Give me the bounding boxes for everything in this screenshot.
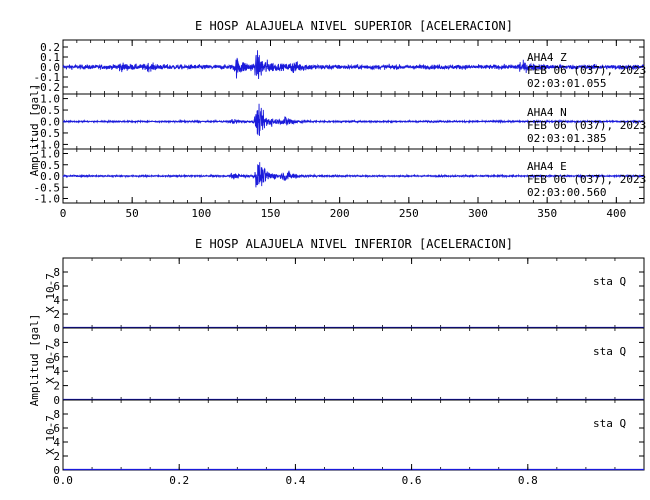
upper-panel-2-y-tick-label-3: -0.5 (34, 181, 61, 194)
lower-panel-0-y-tick-label-3: 2 (53, 308, 60, 321)
upper-panel-1-y-tick-label-3: -0.5 (34, 127, 61, 140)
upper-x-tick-label-2: 100 (191, 207, 211, 220)
lower-panel-0-y-tick-label-4: 0 (53, 322, 60, 335)
lower-chart-title: E HOSP ALAJUELA NIVEL INFERIOR [ACELERAC… (195, 237, 513, 251)
upper-panel-2-y-tick-label-4: -1.0 (34, 193, 61, 206)
lower-panel-1-y-tick-label-3: 2 (53, 380, 60, 393)
lower-panel-2-y-tick-label-3: 2 (53, 450, 60, 463)
upper-x-tick-label-4: 200 (330, 207, 350, 220)
lower-panel-frame-0 (62, 257, 645, 329)
upper-panel-2-time-label: 02:03:00.560 (527, 186, 606, 199)
upper-x-tick-label-3: 150 (261, 207, 281, 220)
upper-panel-1-time-label: 02:03:01.385 (527, 132, 606, 145)
upper-x-tick-label-7: 350 (537, 207, 557, 220)
lower-panel-frame-2 (62, 399, 645, 471)
upper-panel-2-date-label: FEB 06 (037), 2023 (527, 173, 646, 186)
lower-panel-1-y-tick-label-1: 6 (53, 351, 60, 364)
upper-x-tick-label-1: 50 (126, 207, 139, 220)
upper-panel-0-station-label: AHA4 Z (527, 51, 567, 64)
upper-panel-2-station-label: AHA4 E (527, 160, 567, 173)
upper-x-tick-label-5: 250 (399, 207, 419, 220)
upper-panel-1-y-tick-label-4: -1.0 (34, 138, 61, 151)
upper-panel-1-y-tick-label-1: 0.5 (40, 104, 60, 117)
lower-x-tick-label-1: 0.2 (169, 474, 189, 487)
upper-waveform-AHA4-Z (62, 50, 645, 80)
upper-panel-2-y-tick-label-1: 0.5 (40, 159, 60, 172)
lower-panel-1-y-tick-label-4: 0 (53, 394, 60, 407)
lower-panel-0-y-tick-label-0: 8 (53, 266, 60, 279)
lower-y-axis-label: Amplitud [gal] (28, 314, 41, 407)
upper-chart-title: E HOSP ALAJUELA NIVEL SUPERIOR [ACELERAC… (195, 19, 513, 33)
lower-panel-2-y-tick-label-0: 8 (53, 408, 60, 421)
upper-panel-0-y-tick-label-1: 0.1 (40, 51, 60, 64)
lower-panel-2-y-tick-label-2: 4 (53, 436, 60, 449)
upper-waveform-AHA4-N (62, 103, 645, 136)
upper-panel-0-y-tick-label-0: 0.2 (40, 41, 60, 54)
lower-panel-2-station-label: sta Q (593, 417, 626, 430)
lower-panel-1-y-tick-label-2: 4 (53, 365, 60, 378)
upper-waveform-AHA4-E (62, 162, 645, 188)
upper-panel-0-date-label: FEB 06 (037), 2023 (527, 64, 646, 77)
lower-x-tick-label-0: 0.0 (53, 474, 73, 487)
lower-panel-1-unit-label: X 10-7 (44, 344, 57, 384)
upper-panel-1-station-label: AHA4 N (527, 106, 567, 119)
upper-panel-0-y-tick-label-3: -0.1 (34, 71, 61, 84)
lower-panel-2-y-tick-label-1: 6 (53, 422, 60, 435)
upper-x-tick-label-6: 300 (468, 207, 488, 220)
lower-x-tick-label-2: 0.4 (285, 474, 305, 487)
lower-panel-2-unit-label: X 10-7 (44, 415, 57, 455)
lower-panel-2-y-tick-label-4: 0 (53, 464, 60, 477)
lower-panel-0-y-tick-label-1: 6 (53, 280, 60, 293)
upper-panel-0-y-tick-label-4: -0.2 (34, 81, 61, 94)
lower-panel-1-station-label: sta Q (593, 345, 626, 358)
upper-x-tick-label-0: 0 (60, 207, 67, 220)
lower-panel-0-y-tick-label-2: 4 (53, 294, 60, 307)
upper-panel-0-y-tick-label-2: 0.0 (40, 61, 60, 74)
lower-panel-frame-1 (62, 327, 645, 401)
upper-x-tick-label-8: 400 (606, 207, 626, 220)
upper-y-axis-label: Amplitud [gal] (28, 84, 41, 177)
upper-panel-2-y-tick-label-2: 0.0 (40, 170, 60, 183)
lower-panel-0-station-label: sta Q (593, 275, 626, 288)
lower-x-tick-label-4: 0.8 (518, 474, 538, 487)
lower-panel-1-y-tick-label-0: 8 (53, 336, 60, 349)
upper-panel-1-date-label: FEB 06 (037), 2023 (527, 119, 646, 132)
upper-panel-2-y-tick-label-0: 1.0 (40, 148, 60, 161)
lower-x-tick-label-3: 0.6 (402, 474, 422, 487)
upper-panel-1-y-tick-label-0: 1.0 (40, 93, 60, 106)
upper-panel-0-time-label: 02:03:01.055 (527, 77, 606, 90)
lower-panel-0-unit-label: X 10-7 (44, 273, 57, 313)
upper-panel-1-y-tick-label-2: 0.0 (40, 116, 60, 129)
